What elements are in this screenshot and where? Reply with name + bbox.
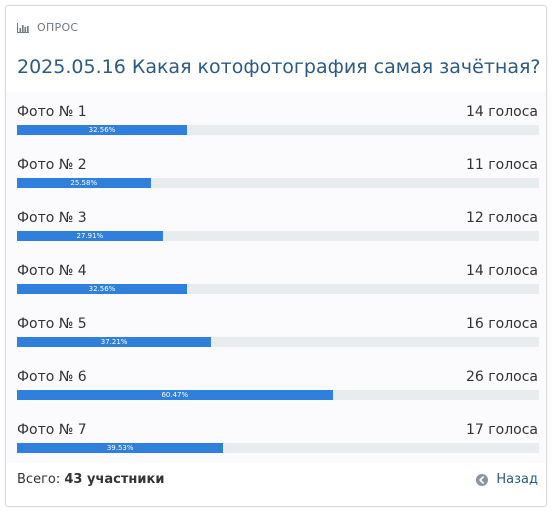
progress-bar: 60.47%: [17, 390, 333, 400]
poll-title: 2025.05.16 Какая котофотография самая за…: [17, 56, 541, 78]
progress-bar: 37.21%: [17, 337, 212, 347]
progress-track: 27.91%: [17, 231, 539, 241]
total-participants: Всего: 43 участники: [17, 472, 164, 487]
back-link[interactable]: Назад: [476, 472, 538, 487]
option-votes: 14 голоса: [466, 104, 538, 120]
option-label: Фото № 3: [17, 210, 87, 226]
progress-track: 32.56%: [17, 125, 539, 135]
option-label: Фото № 1: [17, 104, 87, 120]
poll-card: ОПРОС 2025.05.16 Какая котофотография са…: [5, 5, 547, 507]
progress-bar: 27.91%: [17, 231, 163, 241]
poll-footer: Всего: 43 участники Назад: [17, 472, 538, 487]
option-votes: 12 голоса: [466, 210, 538, 226]
progress-bar: 32.56%: [17, 125, 187, 135]
option-label: Фото № 5: [17, 316, 87, 332]
poll-option: Фото № 3 12 голоса 27.91%: [6, 198, 546, 251]
progress-track: 39.53%: [17, 443, 539, 453]
option-votes: 14 голоса: [466, 263, 538, 279]
poll-option: Фото № 6 26 голоса 60.47%: [6, 357, 546, 410]
total-value: 43 участники: [64, 472, 165, 487]
progress-track: 60.47%: [17, 390, 539, 400]
option-label: Фото № 7: [17, 422, 87, 438]
total-label: Всего:: [17, 472, 61, 487]
poll-header-label: ОПРОС: [37, 21, 79, 34]
option-label: Фото № 4: [17, 263, 87, 279]
poll-option: Фото № 1 14 голоса 32.56%: [6, 92, 546, 145]
poll-option: Фото № 2 11 голоса 25.58%: [6, 145, 546, 198]
poll-option: Фото № 4 14 голоса 32.56%: [6, 251, 546, 304]
progress-bar: 39.53%: [17, 443, 224, 453]
poll-header: ОПРОС: [17, 21, 78, 34]
option-label: Фото № 2: [17, 157, 87, 173]
option-votes: 26 голоса: [466, 369, 538, 385]
option-votes: 11 голоса: [466, 157, 538, 173]
progress-track: 32.56%: [17, 284, 539, 294]
bar-chart-icon: [17, 22, 29, 33]
progress-track: 25.58%: [17, 178, 539, 188]
progress-bar: 25.58%: [17, 178, 151, 188]
option-votes: 16 голоса: [466, 316, 538, 332]
arrow-left-circle-icon: [476, 473, 489, 486]
option-label: Фото № 6: [17, 369, 87, 385]
progress-track: 37.21%: [17, 337, 539, 347]
progress-bar: 32.56%: [17, 284, 187, 294]
poll-option: Фото № 7 17 голоса 39.53%: [6, 410, 546, 463]
back-label: Назад: [496, 472, 538, 487]
option-votes: 17 голоса: [466, 422, 538, 438]
poll-option: Фото № 5 16 голоса 37.21%: [6, 304, 546, 357]
poll-options: Фото № 1 14 голоса 32.56% Фото № 2 11 го…: [6, 92, 546, 463]
